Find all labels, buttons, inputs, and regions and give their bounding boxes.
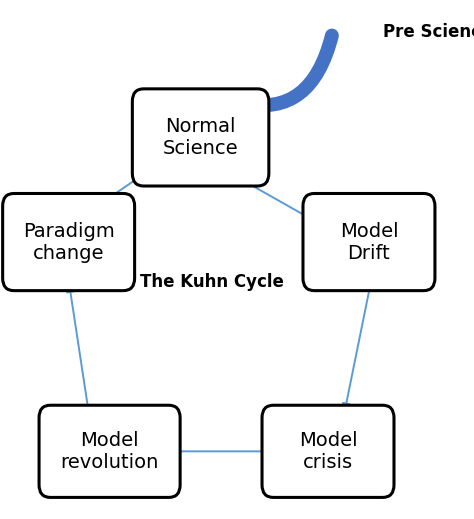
Text: Model
revolution: Model revolution bbox=[60, 431, 159, 472]
FancyBboxPatch shape bbox=[262, 405, 394, 497]
Text: Normal
Science: Normal Science bbox=[163, 117, 238, 158]
FancyBboxPatch shape bbox=[3, 194, 135, 291]
FancyBboxPatch shape bbox=[303, 194, 435, 291]
Text: Model
crisis: Model crisis bbox=[299, 431, 357, 472]
Text: Model
Drift: Model Drift bbox=[340, 222, 398, 263]
FancyBboxPatch shape bbox=[39, 405, 180, 497]
FancyBboxPatch shape bbox=[132, 89, 269, 186]
Text: The Kuhn Cycle: The Kuhn Cycle bbox=[140, 273, 284, 291]
Text: Paradigm
change: Paradigm change bbox=[23, 222, 115, 263]
Text: Pre Science: Pre Science bbox=[383, 23, 474, 41]
